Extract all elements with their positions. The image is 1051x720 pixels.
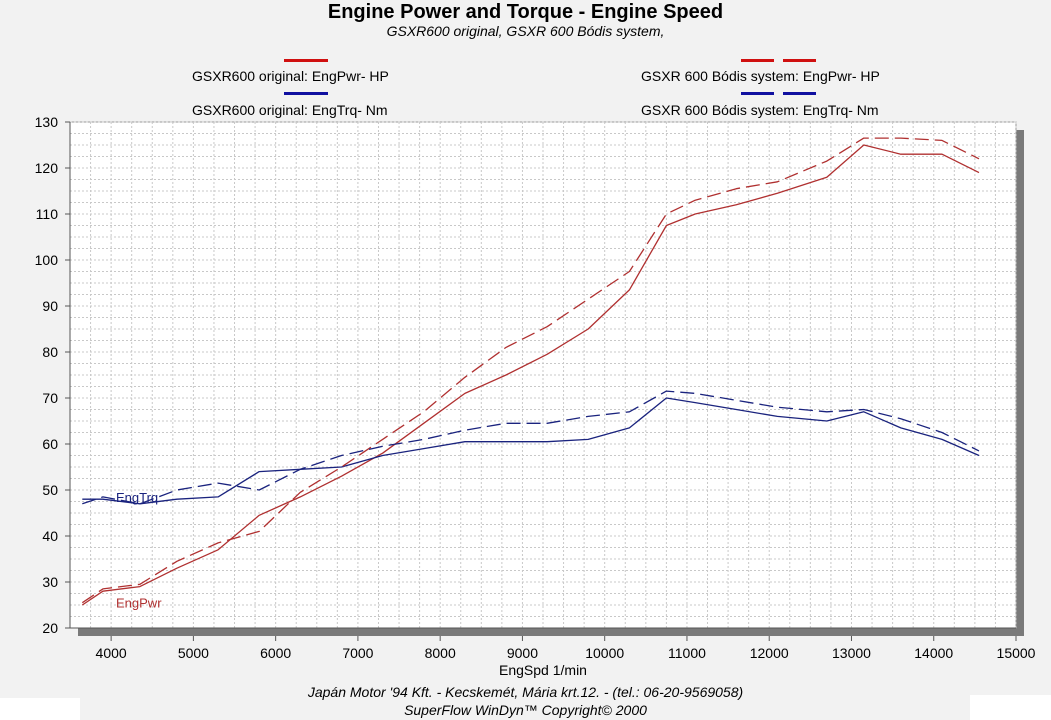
x-tick-label: 14000 xyxy=(914,645,953,661)
series-line-1 xyxy=(82,397,980,505)
x-tick-label: 12000 xyxy=(750,645,789,661)
y-tick-label: 110 xyxy=(36,206,59,222)
series-line-2 xyxy=(81,137,980,604)
series-line-3 xyxy=(82,390,980,505)
chart-subtitle: GSXR600 original, GSXR 600 Bódis system, xyxy=(386,23,665,39)
x-tick-label: 15000 xyxy=(997,645,1036,661)
x-tick-label: 13000 xyxy=(832,645,871,661)
legend-swatch-bodis-torque-b xyxy=(783,92,816,95)
chart-title: Engine Power and Torque - Engine Speed xyxy=(327,1,724,23)
x-axis-label: EngSpd 1/min xyxy=(499,662,587,678)
footer-company: Japán Motor '94 Kft. - Kecskemét, Mária … xyxy=(307,684,744,700)
x-tick-label: 8000 xyxy=(425,645,456,661)
x-tick-label: 7000 xyxy=(342,645,373,661)
legend-bodis-torque: GSXR 600 Bódis system: EngTrq- Nm xyxy=(641,102,879,118)
label-engpwr: EngPwr xyxy=(116,596,162,611)
x-tick-label: 9000 xyxy=(507,645,538,661)
legend-swatch-bodis-power-b xyxy=(783,59,816,62)
y-tick-label: 130 xyxy=(35,114,59,130)
footer-copyright: SuperFlow WinDyn™ Copyright© 2000 xyxy=(404,702,647,718)
legend-swatch-bodis-power-a xyxy=(741,59,774,62)
x-tick-label: 11000 xyxy=(668,645,706,661)
y-tick-label: 30 xyxy=(42,574,58,590)
x-tick-label: 4000 xyxy=(96,645,127,661)
y-tick-label: 100 xyxy=(35,252,59,268)
corner-patch-left xyxy=(0,698,80,720)
legend-swatch-bodis-torque-a xyxy=(741,92,774,95)
legend-swatch-orig-power xyxy=(284,59,328,62)
legend-orig-torque: GSXR600 original: EngTrq- Nm xyxy=(192,102,388,118)
x-tick-label: 5000 xyxy=(178,645,209,661)
y-tick-label: 60 xyxy=(42,436,58,452)
x-tick-label: 6000 xyxy=(260,645,291,661)
x-tick-label: 10000 xyxy=(585,645,624,661)
y-tick-label: 40 xyxy=(42,528,58,544)
legend-orig-power: GSXR600 original: EngPwr- HP xyxy=(192,68,389,84)
y-tick-label: 50 xyxy=(42,482,58,498)
y-tick-label: 80 xyxy=(42,344,58,360)
y-tick-label: 90 xyxy=(42,298,58,314)
label-engtrq: EngTrq xyxy=(116,490,158,505)
y-tick-label: 70 xyxy=(42,390,58,406)
legend-bodis-power: GSXR 600 Bódis system: EngPwr- HP xyxy=(641,68,880,84)
corner-patch-right xyxy=(970,695,1051,720)
grid xyxy=(69,121,1017,629)
y-tick-label: 120 xyxy=(35,160,59,176)
legend-swatch-orig-torque xyxy=(284,92,328,95)
y-tick-label: 20 xyxy=(42,620,58,636)
series-line-0 xyxy=(81,144,980,606)
